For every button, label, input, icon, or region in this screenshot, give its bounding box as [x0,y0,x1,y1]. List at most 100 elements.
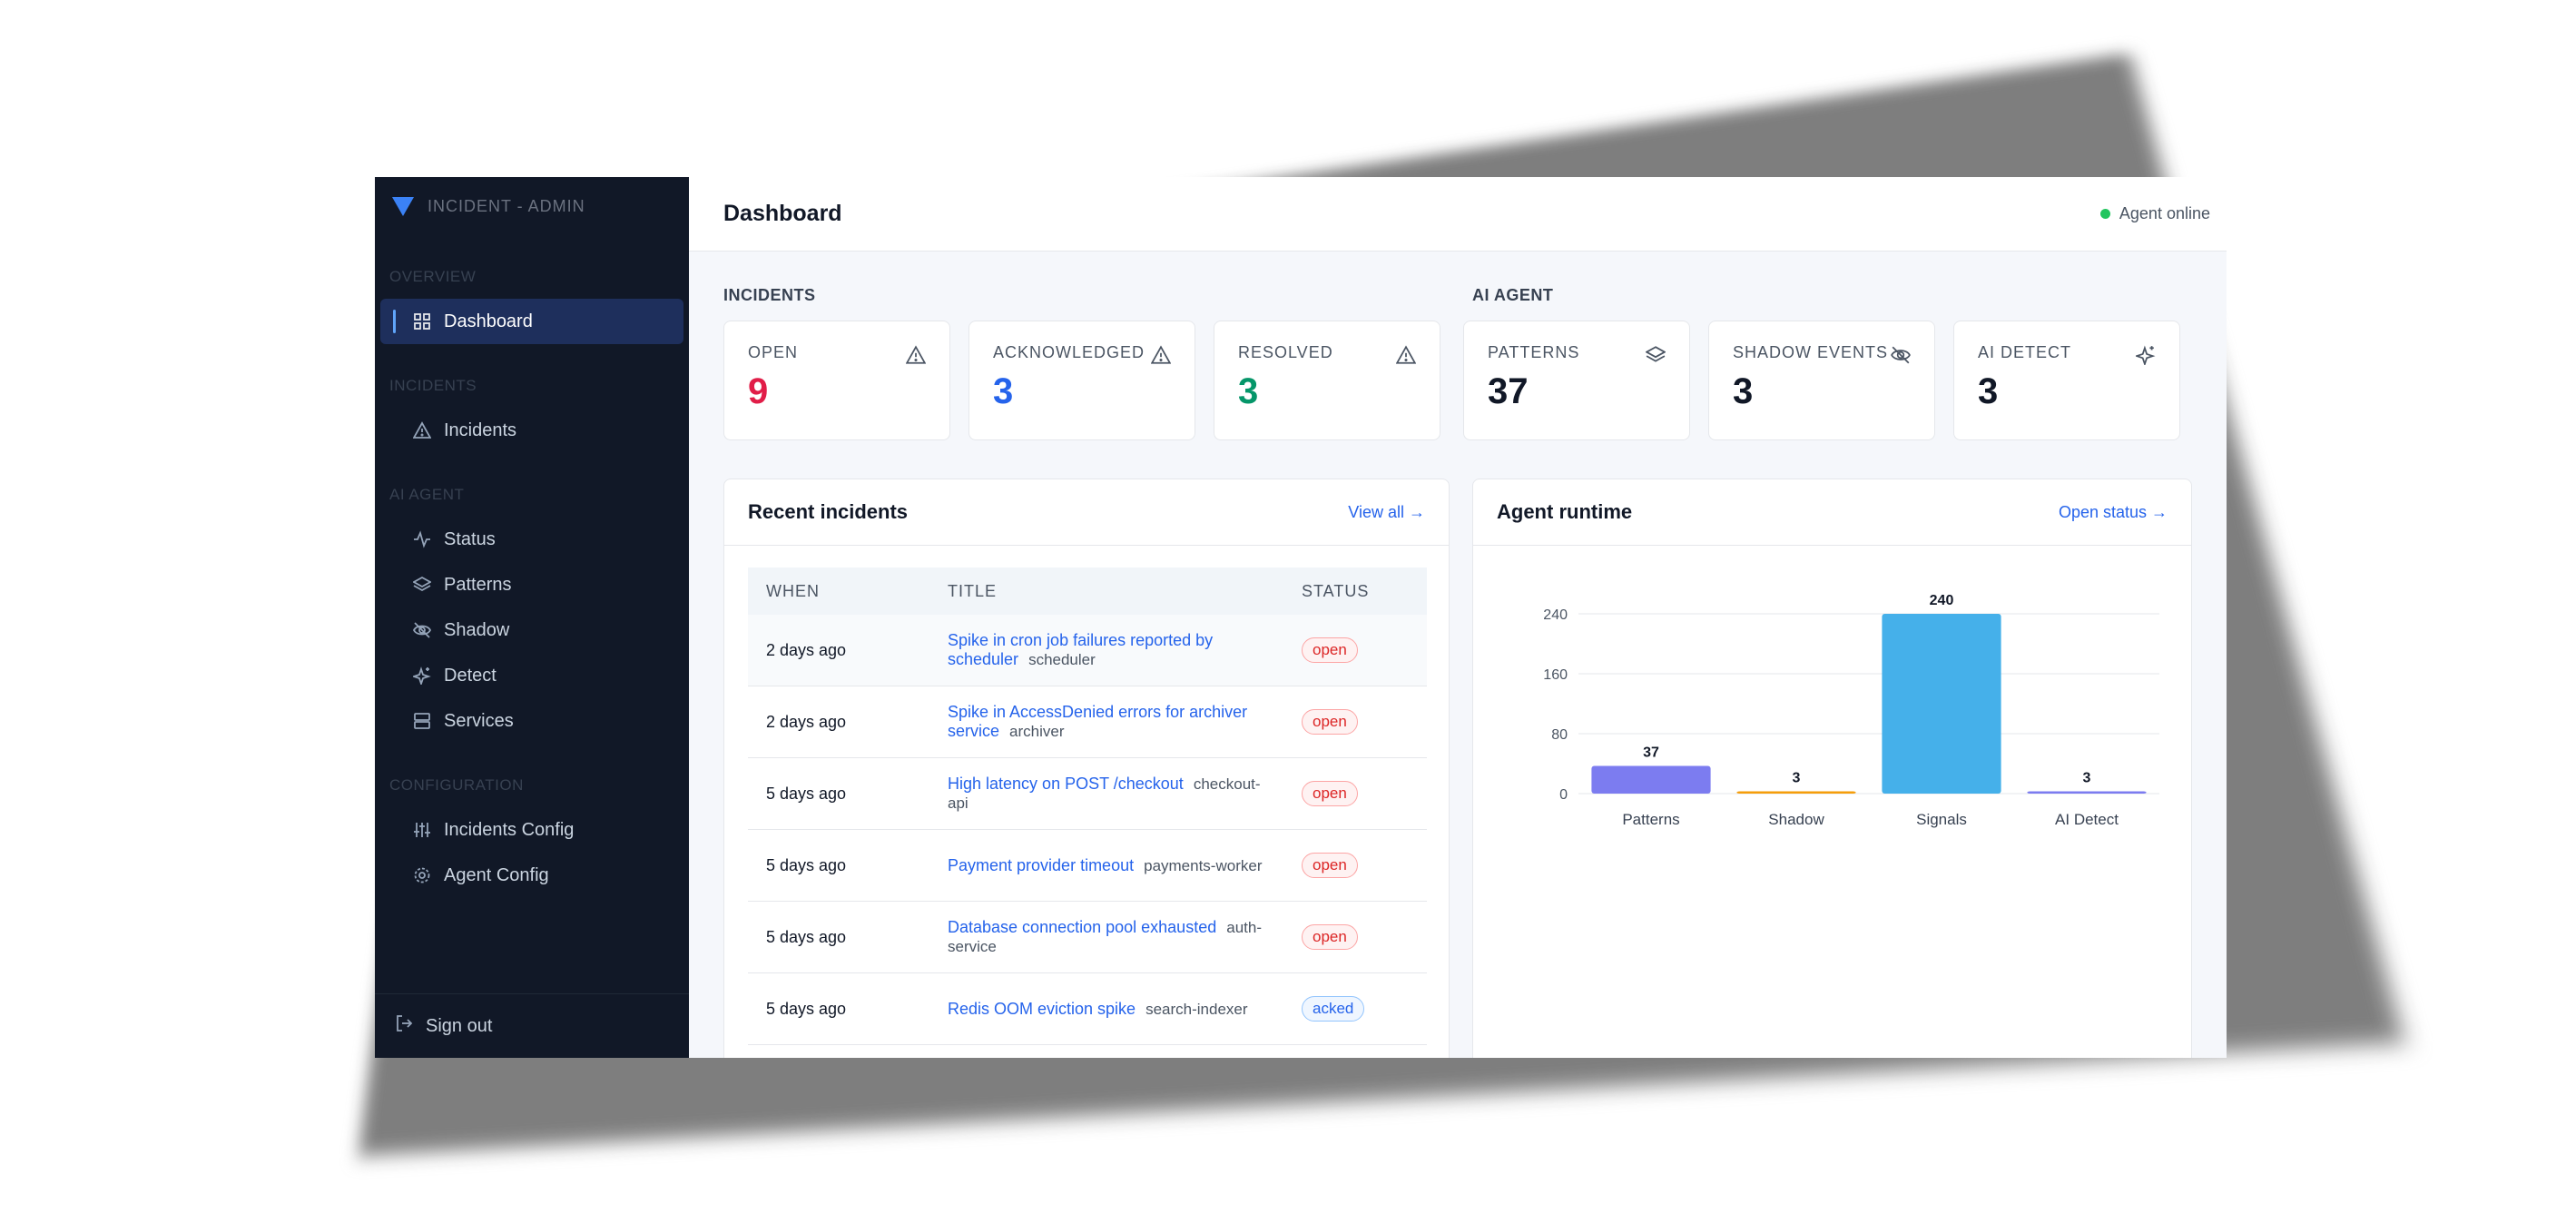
sign-out-button[interactable]: Sign out [375,993,689,1058]
group-label-incidents: INCIDENTS [723,286,816,305]
main-content: Dashboard Agent online INCIDENTS AI AGEN… [689,177,2227,1058]
sidebar-item-shadow[interactable]: Shadow [380,607,683,653]
sidebar-item-patterns[interactable]: Patterns [380,562,683,607]
status-badge: open [1302,637,1358,663]
card-open[interactable]: OPEN 9 [723,321,950,440]
card-value: 37 [1488,371,1666,412]
incident-link[interactable]: Database connection pool exhausted [948,918,1216,936]
service-name: archiver [1009,723,1064,740]
app-window: INCIDENT - ADMIN OVERVIEW Dashboard INCI… [375,177,2227,1058]
card-shadow-events[interactable]: SHADOW EVENTS 3 [1708,321,1935,440]
incident-link[interactable]: Spike in AccessDenied errors for archive… [948,703,1247,740]
alert-triangle-icon [1396,345,1416,365]
agent-runtime-panel: Agent runtime Open status → 0 80 160 240 37 P… [1472,479,2192,1058]
x-tick-label: AI Detect [2055,811,2119,828]
cell-when: 5 days ago [748,902,929,973]
incident-cards: OPEN 9 ACKNOWLEDGED 3 RESOLVED 3 [723,321,1440,440]
incident-link[interactable]: Payment provider timeout [948,856,1134,874]
stat-cards: OPEN 9 ACKNOWLEDGED 3 RESOLVED 3 PATTER [723,321,2197,440]
sidebar-item-label: Incidents [444,420,516,441]
group-label-ai-agent: AI AGENT [1472,286,1553,305]
section-overview: OVERVIEW [375,268,689,286]
cell-status: open [1283,758,1427,830]
cell-status: acked [1283,973,1427,1045]
eye-off-icon [1891,345,1911,365]
status-badge: open [1302,924,1358,950]
sparkles-icon [2136,345,2156,365]
sidebar-item-services[interactable]: Services [380,698,683,744]
agent-cards: PATTERNS 37 SHADOW EVENTS 3 AI DETECT 3 [1463,321,2180,440]
column-header-status[interactable]: STATUS [1283,568,1427,615]
cell-when: 5 days ago [748,830,929,902]
sidebar-item-detect[interactable]: Detect [380,653,683,698]
alert-triangle-icon [906,345,926,365]
card-value: 3 [993,371,1171,412]
sidebar-item-incidents[interactable]: Incidents [380,408,683,453]
open-status-link[interactable]: Open status → [2059,503,2168,522]
card-label: SHADOW EVENTS [1733,343,1911,362]
sidebar-item-label: Services [444,711,514,732]
x-tick-label: Shadow [1768,811,1824,828]
section-incidents: INCIDENTS [375,377,689,395]
logo-icon [391,195,415,217]
sidebar-item-dashboard[interactable]: Dashboard [380,299,683,344]
sign-out-label: Sign out [426,1016,492,1037]
layers-icon [413,576,431,594]
recent-incidents-panel: Recent incidents View all → WHEN TITLE S… [723,479,1450,1058]
grid-icon [413,312,431,331]
table-row[interactable]: 2 days ago Spike in cron job failures re… [748,615,1427,686]
card-label: ACKNOWLEDGED [993,343,1171,362]
incident-link[interactable]: High latency on POST /checkout [948,775,1184,793]
cell-status: open [1283,902,1427,973]
gear-icon [413,866,431,884]
card-patterns[interactable]: PATTERNS 37 [1463,321,1690,440]
card-ai-detect[interactable]: AI DETECT 3 [1953,321,2180,440]
sidebar-item-label: Shadow [444,620,509,641]
incidents-table: WHEN TITLE STATUS 2 days ago Spike in cr… [748,568,1427,1045]
table-row[interactable]: 5 days ago Database connection pool exha… [748,902,1427,973]
table-row[interactable]: 5 days ago High latency on POST /checkou… [748,758,1427,830]
table-row[interactable]: 5 days ago Payment provider timeout paym… [748,830,1427,902]
column-header-title[interactable]: TITLE [929,568,1283,615]
y-tick-label: 240 [1543,607,1568,623]
column-header-when[interactable]: WHEN [748,568,929,615]
view-all-link[interactable]: View all → [1348,503,1425,522]
card-value: 3 [1978,371,2156,412]
sidebar-item-agent-config[interactable]: Agent Config [380,853,683,898]
y-tick-label: 160 [1543,667,1568,683]
table-header-row: WHEN TITLE STATUS [748,568,1427,615]
service-name: search-indexer [1145,1001,1247,1018]
sidebar-item-label: Dashboard [444,311,533,332]
cell-title: Spike in cron job failures reported by s… [929,615,1283,686]
panel-title: Recent incidents [748,500,908,524]
y-tick-label: 0 [1559,787,1568,803]
table-row[interactable]: 5 days ago Redis OOM eviction spike sear… [748,973,1427,1045]
incident-link[interactable]: Redis OOM eviction spike [948,1000,1136,1018]
card-acknowledged[interactable]: ACKNOWLEDGED 3 [968,321,1195,440]
table-row[interactable]: 2 days ago Spike in AccessDenied errors … [748,686,1427,758]
bar-shadow [1736,792,1855,794]
layers-icon [1646,345,1666,365]
bar-patterns [1591,765,1710,794]
card-value: 3 [1238,371,1416,412]
eye-off-icon [413,621,431,639]
card-resolved[interactable]: RESOLVED 3 [1214,321,1440,440]
bar-ai-detect [2027,792,2146,794]
sidebar-item-status[interactable]: Status [380,517,683,562]
panel-title: Agent runtime [1497,500,1632,524]
cell-title: High latency on POST /checkout checkout-… [929,758,1283,830]
agent-status: Agent online [2100,204,2210,223]
cell-title: Redis OOM eviction spike search-indexer [929,973,1283,1045]
x-tick-label: Patterns [1622,811,1679,828]
y-tick-label: 80 [1551,727,1568,743]
card-label: OPEN [748,343,926,362]
topbar: Dashboard Agent online [689,177,2227,252]
status-badge: open [1302,709,1358,735]
cell-status: open [1283,830,1427,902]
agent-status-label: Agent online [2119,204,2210,223]
service-name: payments-worker [1144,857,1262,874]
bar-value-label: 37 [1643,745,1659,760]
sparkles-icon [413,666,431,685]
section-ai-agent: AI AGENT [375,486,689,504]
sidebar-item-incidents-config[interactable]: Incidents Config [380,807,683,853]
